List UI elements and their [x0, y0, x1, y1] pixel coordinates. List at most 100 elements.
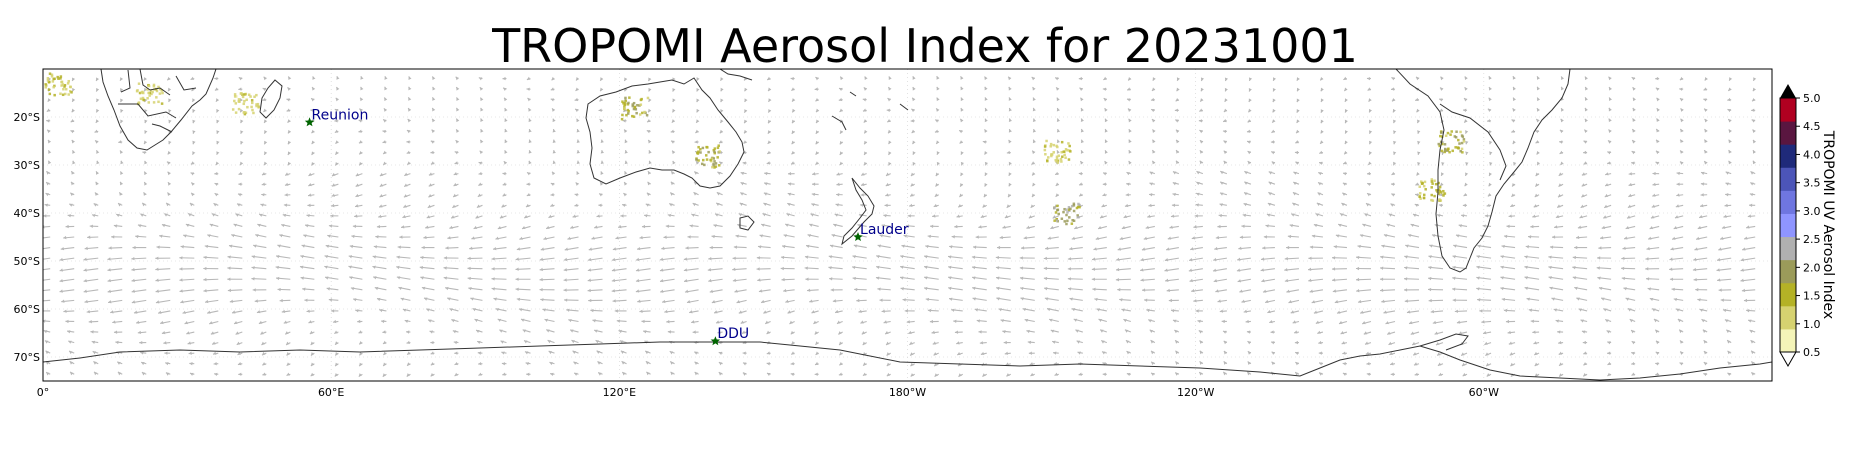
- wind-arrowhead: [528, 160, 532, 165]
- aerosol-pixel: [712, 157, 716, 160]
- wind-arrowhead: [1217, 299, 1221, 303]
- wind-arrowhead: [877, 287, 881, 291]
- wind-arrowhead: [566, 308, 570, 312]
- wind-arrowhead: [515, 257, 519, 261]
- wind-arrowhead: [1150, 340, 1154, 344]
- wind-arrowhead: [1166, 247, 1170, 251]
- aerosol-pixel: [48, 92, 52, 96]
- wind-arrowhead: [768, 87, 772, 91]
- wind-arrowhead: [1004, 351, 1009, 355]
- wind-arrowhead: [1260, 268, 1265, 272]
- wind-arrowhead: [600, 150, 604, 154]
- wind-arrowhead: [884, 203, 888, 208]
- wind-arrowhead: [787, 310, 792, 314]
- wind-arrowhead: [1151, 87, 1156, 91]
- wind-arrowhead: [624, 182, 628, 186]
- wind-arrowhead: [1465, 130, 1469, 134]
- wind-arrowhead: [1534, 351, 1538, 355]
- wind-arrowhead: [310, 352, 315, 356]
- aerosol-pixel: [1460, 141, 1464, 145]
- aerosol-pixel: [151, 90, 154, 94]
- wind-arrowhead: [1124, 329, 1129, 333]
- aerosol-pixel: [1067, 158, 1071, 161]
- wind-arrowhead: [1345, 130, 1348, 134]
- wind-arrowhead: [501, 204, 505, 208]
- wind-arrowhead: [1366, 372, 1371, 377]
- wind-arrowhead: [1006, 150, 1011, 155]
- wind-arrowhead: [648, 108, 652, 113]
- wind-arrowhead: [622, 372, 626, 376]
- wind-arrowhead: [227, 277, 231, 281]
- wind-arrowhead: [984, 108, 988, 112]
- wind-arrowhead: [551, 76, 555, 81]
- wind-arrowhead: [551, 108, 556, 112]
- wind-arrowhead: [998, 308, 1002, 312]
- wind-arrowhead: [1150, 350, 1155, 355]
- wind-arrowhead: [227, 288, 232, 292]
- wind-arrowhead: [1428, 276, 1432, 281]
- wind-arrowhead: [1319, 372, 1323, 376]
- wind-arrowhead: [786, 213, 790, 217]
- wind-arrowhead: [646, 371, 650, 376]
- wind-arrowhead: [744, 109, 748, 113]
- wind-arrowhead: [406, 130, 411, 134]
- aerosol-pixel: [139, 97, 143, 101]
- wind-arrowhead: [301, 244, 306, 248]
- wind-arrowhead: [1222, 129, 1227, 134]
- wind-arrowhead: [1655, 87, 1660, 91]
- aerosol-pixel: [249, 95, 252, 98]
- aerosol-pixel: [1433, 179, 1436, 182]
- wind-arrow: [43, 257, 51, 260]
- wind-arrowhead: [63, 309, 67, 313]
- wind-arrowhead: [1651, 204, 1656, 208]
- aerosol-pixel: [1072, 219, 1076, 223]
- wind-arrowhead: [1020, 286, 1024, 291]
- wind-arrowhead: [1080, 161, 1084, 165]
- wind-arrowhead: [1752, 150, 1756, 154]
- wind-arrowhead: [120, 98, 124, 103]
- wind-arrowhead: [526, 87, 530, 91]
- wind-arrowhead: [143, 140, 148, 144]
- wind-arrowhead: [947, 255, 952, 259]
- wind-arrowhead: [161, 330, 166, 335]
- wind-arrowhead: [829, 244, 834, 248]
- wind-arrowhead: [691, 320, 695, 324]
- wind-arrowhead: [757, 278, 761, 282]
- wind-arrowhead: [96, 98, 100, 102]
- wind-arrowhead: [828, 255, 833, 259]
- wind-arrowhead: [670, 140, 675, 144]
- wind-arrowhead: [838, 87, 843, 91]
- wind-arrowhead: [158, 310, 162, 314]
- wind-arrowhead: [1746, 225, 1750, 229]
- wind-arrowhead: [1440, 182, 1444, 186]
- wind-arrowhead: [1367, 182, 1371, 187]
- wind-arrowhead: [1119, 298, 1123, 302]
- wind-arrowhead: [984, 97, 988, 101]
- wind-arrowhead: [934, 129, 939, 133]
- wind-arrowhead: [240, 140, 244, 145]
- wind-arrowhead: [95, 171, 100, 175]
- wind-arrowhead: [1008, 97, 1012, 101]
- wind-arrowhead: [251, 255, 256, 259]
- wind-arrowhead: [1608, 129, 1612, 133]
- wind-arrowhead: [1199, 108, 1203, 112]
- wind-arrowhead: [179, 256, 183, 260]
- wind-arrowhead: [1581, 330, 1586, 334]
- wind-arrowhead: [1704, 108, 1708, 113]
- wind-arrowhead: [384, 97, 388, 102]
- wind-arrowhead: [429, 330, 433, 334]
- wind-arrowhead: [1410, 331, 1415, 335]
- wind-arrowhead: [406, 150, 411, 154]
- wind-arrowhead: [1125, 193, 1129, 197]
- wind-arrowhead: [59, 289, 63, 293]
- lat-tick-label: 40°S: [14, 207, 40, 220]
- wind-arrowhead: [1461, 214, 1465, 218]
- wind-arrowhead: [1533, 204, 1538, 208]
- wind-arrowhead: [934, 373, 938, 377]
- wind-arrowhead: [471, 236, 475, 240]
- aerosol-pixel: [161, 91, 164, 95]
- wind-arrowhead: [261, 182, 266, 186]
- wind-arrowhead: [838, 372, 843, 376]
- wind-arrowhead: [214, 87, 219, 91]
- wind-arrowhead: [1044, 297, 1049, 301]
